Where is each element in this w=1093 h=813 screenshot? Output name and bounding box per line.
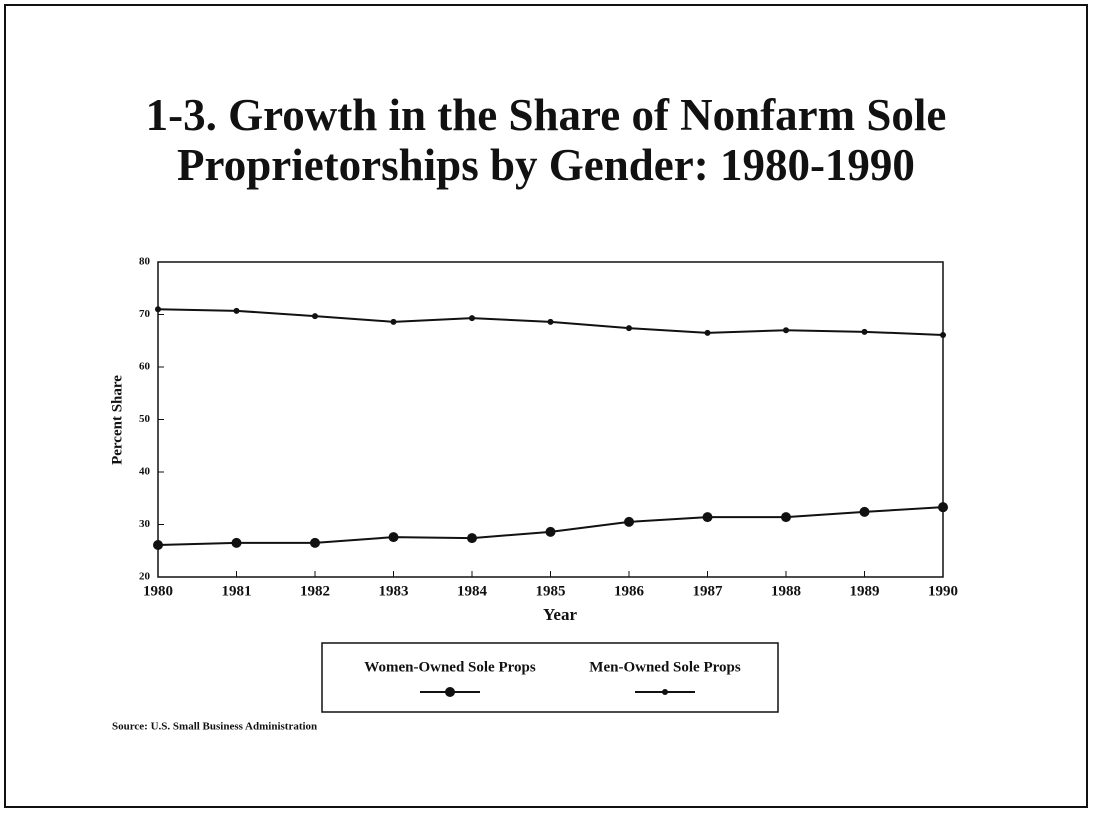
data-point — [783, 327, 789, 334]
legend-marker — [445, 687, 455, 697]
data-point — [940, 331, 946, 338]
y-tick-label: 20 — [139, 571, 151, 583]
x-tick-label: 1987 — [693, 583, 724, 599]
data-point — [155, 306, 161, 313]
y-tick-label: 50 — [139, 413, 151, 425]
x-tick-label: 1988 — [771, 583, 801, 599]
data-point — [702, 512, 713, 523]
source-note: Source: U.S. Small Business Administrati… — [112, 721, 317, 733]
x-tick-label: 1981 — [222, 583, 252, 599]
data-point — [626, 325, 632, 332]
x-tick-label: 1980 — [143, 583, 173, 599]
data-point — [624, 516, 634, 527]
page-frame — [4, 4, 1088, 808]
y-tick-label: 40 — [139, 466, 151, 478]
data-point — [704, 329, 711, 336]
y-tick-label: 70 — [139, 308, 151, 320]
data-point — [469, 315, 475, 322]
data-point — [545, 526, 556, 537]
x-axis-label: Year — [543, 605, 577, 624]
x-tick-label: 1982 — [300, 583, 330, 599]
y-axis-label: Percent Share — [109, 375, 125, 465]
y-tick-label: 30 — [139, 518, 151, 530]
data-point — [781, 512, 791, 523]
x-tick-label: 1984 — [457, 583, 488, 599]
x-tick-label: 1990 — [928, 583, 958, 599]
data-point — [467, 533, 477, 544]
data-point — [312, 313, 318, 320]
y-tick-label: 80 — [139, 256, 151, 268]
y-tick-label: 60 — [139, 361, 151, 373]
data-point — [231, 537, 242, 548]
data-point — [938, 502, 948, 513]
chart-title: 1-3. Growth in the Share of Nonfarm Sole… — [145, 90, 947, 190]
data-point — [861, 328, 868, 335]
data-point — [547, 318, 554, 325]
x-tick-label: 1986 — [614, 583, 645, 599]
data-point — [233, 307, 240, 314]
x-tick-label: 1983 — [379, 583, 409, 599]
data-point — [388, 532, 399, 543]
x-tick-label: 1989 — [850, 583, 880, 599]
data-point — [310, 537, 320, 548]
legend-label: Women-Owned Sole Props — [364, 659, 536, 675]
legend-label: Men-Owned Sole Props — [589, 659, 741, 675]
data-point — [859, 506, 870, 517]
series-line — [157, 506, 944, 546]
x-tick-label: 1985 — [536, 583, 566, 599]
data-point — [153, 539, 163, 550]
legend-box — [321, 642, 779, 713]
data-point — [390, 318, 397, 325]
legend-marker — [662, 689, 668, 695]
